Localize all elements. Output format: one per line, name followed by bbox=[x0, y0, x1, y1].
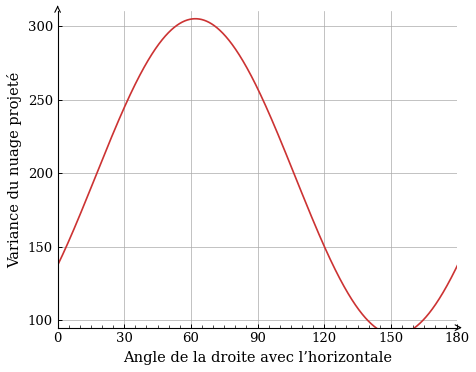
Y-axis label: Variance du nuage projeté: Variance du nuage projeté bbox=[7, 71, 22, 267]
X-axis label: Angle de la droite avec l’horizontale: Angle de la droite avec l’horizontale bbox=[123, 351, 391, 365]
